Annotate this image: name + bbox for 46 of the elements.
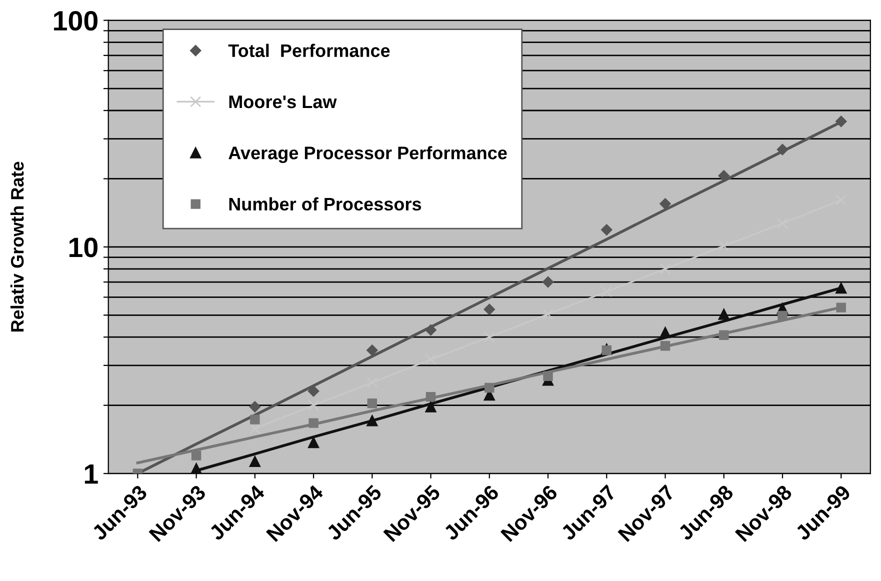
point: [425, 324, 436, 336]
legend-label: Average Processor Performance: [228, 146, 507, 163]
point: [308, 400, 320, 411]
point: [250, 414, 260, 424]
point: [542, 308, 554, 320]
point: [718, 308, 730, 320]
point: [836, 282, 847, 294]
legend-label: Total Performance: [228, 44, 390, 58]
point: [660, 198, 671, 210]
point: [836, 116, 847, 128]
point: [191, 450, 202, 460]
point: [660, 340, 670, 351]
legend-label: Number of Processors: [229, 197, 422, 211]
point: [778, 310, 788, 321]
point: [308, 386, 320, 397]
point: [308, 436, 320, 448]
point: [836, 302, 846, 312]
point: [367, 398, 378, 408]
point: [660, 326, 671, 338]
point: [484, 304, 495, 316]
point: [190, 463, 202, 474]
point: [366, 415, 378, 426]
point: [542, 276, 554, 288]
y-axis-title: Relativ Growth Rate: [10, 162, 24, 332]
point: [602, 345, 612, 356]
y-tick-label: 100: [54, 11, 98, 31]
point: [660, 263, 671, 274]
y-tick-label: 10: [69, 238, 98, 258]
point: [484, 382, 494, 393]
point: [601, 224, 612, 236]
point: [425, 354, 436, 365]
point: [718, 170, 730, 182]
y-tick-label: 1: [84, 464, 98, 484]
point: [249, 456, 260, 468]
point: [308, 418, 318, 428]
point: [776, 144, 788, 156]
point: [425, 401, 436, 412]
legend-label: Moore's Law: [229, 96, 337, 108]
point: [426, 392, 436, 402]
point: [718, 240, 730, 252]
point: [719, 330, 729, 340]
point: [543, 371, 553, 381]
point: [601, 286, 612, 298]
point: [249, 401, 261, 412]
point: [366, 344, 378, 356]
point: [484, 332, 495, 343]
